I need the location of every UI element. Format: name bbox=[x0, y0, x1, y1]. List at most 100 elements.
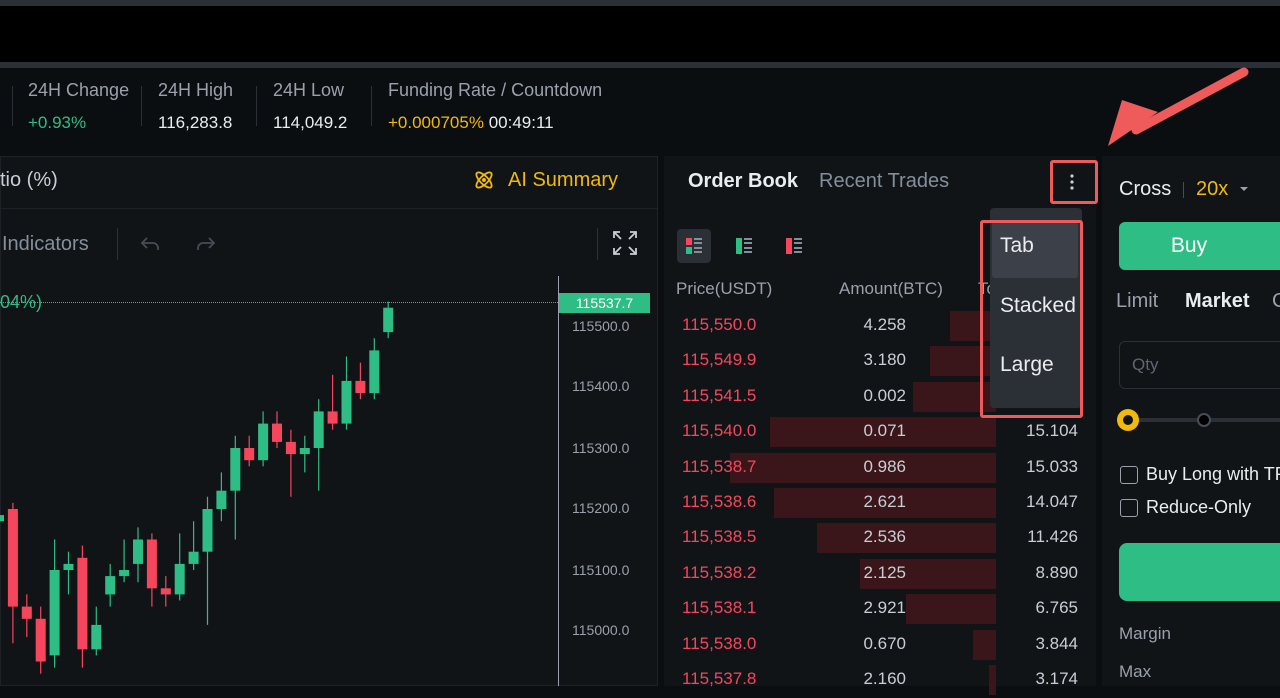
depth-bar bbox=[773, 488, 996, 518]
qty-slider-mark[interactable] bbox=[1197, 413, 1211, 427]
stat-24h-low: 24H Low 114,049.2 bbox=[273, 80, 347, 133]
layout-both-icon bbox=[686, 238, 702, 254]
indicators-button[interactable]: Indicators bbox=[2, 233, 89, 255]
qty-placeholder: Qty bbox=[1132, 355, 1159, 374]
tab-recent-trades[interactable]: Recent Trades bbox=[819, 170, 950, 192]
header-price: Price(USDT) bbox=[676, 279, 773, 298]
candle-body bbox=[49, 570, 60, 656]
row-price: 115,538.7 bbox=[682, 456, 757, 476]
y-tick: 115300.0 bbox=[572, 440, 630, 456]
order-type-market[interactable]: Market bbox=[1185, 290, 1250, 312]
depth-bar bbox=[816, 523, 996, 554]
depth-bar bbox=[972, 629, 996, 660]
more-vertical-icon[interactable] bbox=[1062, 170, 1082, 194]
row-price: 115,538.5 bbox=[682, 527, 757, 547]
order-book-row[interactable]: 115,549.9 3.180 bbox=[664, 344, 1096, 379]
annotation-arrow-icon bbox=[1108, 67, 1249, 146]
margin-divider bbox=[1183, 182, 1184, 198]
row-total: 11.426 bbox=[1027, 527, 1078, 547]
order-book-row[interactable]: 115,537.8 2.160 3.174 bbox=[664, 663, 1096, 698]
reduce-only-checkbox[interactable] bbox=[1120, 499, 1138, 517]
order-book-row[interactable]: 115,538.6 2.621 14.047 bbox=[664, 486, 1096, 521]
last-price-tag: 115537.7 bbox=[559, 293, 650, 313]
menu-item-stacked[interactable]: Stacked bbox=[1000, 294, 1076, 317]
candle-body bbox=[63, 563, 74, 570]
candle-body bbox=[327, 411, 338, 424]
order-type-limit[interactable]: Limit bbox=[1116, 290, 1159, 312]
candle-body bbox=[91, 624, 102, 650]
candle-body bbox=[105, 576, 116, 595]
annotation-highlight-menu bbox=[980, 220, 1083, 418]
layout-bids-icon[interactable] bbox=[727, 229, 761, 263]
tab-order-book[interactable]: Order Book bbox=[688, 170, 799, 192]
order-book-row[interactable]: 115,538.0 0.670 3.844 bbox=[664, 628, 1096, 663]
depth-bar bbox=[906, 594, 996, 625]
submit-buy-button[interactable] bbox=[1119, 543, 1280, 601]
candle-body bbox=[35, 618, 46, 662]
order-book-row[interactable]: 115,538.5 2.536 11.426 bbox=[664, 521, 1096, 556]
qty-slider-handle[interactable] bbox=[1117, 409, 1139, 431]
row-price: 115,538.1 bbox=[682, 598, 757, 618]
candle-body bbox=[0, 515, 4, 522]
funding-rate-value: +0.000705% bbox=[388, 113, 484, 132]
candle-body bbox=[244, 448, 255, 461]
margin-label: Margin bbox=[1119, 624, 1171, 643]
stat-value: 116,283.8 bbox=[158, 113, 233, 132]
chart-ratio-label: tio (%) bbox=[0, 169, 58, 191]
candle-body bbox=[258, 423, 269, 461]
stat-divider bbox=[12, 86, 13, 126]
row-total: 6.765 bbox=[1035, 598, 1078, 618]
layout-asks-icon[interactable] bbox=[777, 229, 811, 263]
ai-summary-button[interactable]: AI Summary bbox=[472, 168, 618, 192]
menu-item-tab[interactable]: Tab bbox=[992, 222, 1078, 278]
fullscreen-icon[interactable] bbox=[612, 230, 638, 256]
candle-body bbox=[133, 539, 143, 564]
row-amount: 2.160 bbox=[863, 669, 906, 688]
qty-input[interactable]: Qty bbox=[1119, 341, 1280, 389]
row-price: 115,538.2 bbox=[682, 562, 757, 582]
layout-both-button[interactable] bbox=[677, 229, 711, 263]
menu-item-large[interactable]: Large bbox=[1000, 353, 1054, 376]
order-type-conditional[interactable]: C bbox=[1272, 290, 1280, 312]
stat-value: +0.93% bbox=[28, 113, 87, 132]
stat-divider bbox=[371, 86, 372, 126]
margin-mode-selector[interactable]: Cross bbox=[1119, 178, 1172, 200]
chart-header-divider bbox=[0, 208, 658, 209]
order-book-row[interactable]: 115,538.7 0.986 15.033 bbox=[664, 451, 1096, 486]
candle-body bbox=[188, 551, 199, 564]
order-book-row[interactable]: 115,540.0 0.071 15.104 bbox=[664, 415, 1096, 450]
order-book-row[interactable]: 115,550.0 4.258 bbox=[664, 309, 1096, 344]
buy-button[interactable]: Buy bbox=[1119, 222, 1280, 270]
candle-body bbox=[355, 380, 366, 394]
order-book-row[interactable]: 115,538.2 2.125 8.890 bbox=[664, 557, 1096, 592]
y-tick: 115400.0 bbox=[572, 378, 630, 394]
row-price: 115,538.0 bbox=[682, 633, 757, 653]
depth-bar bbox=[929, 346, 996, 377]
undo-icon[interactable] bbox=[138, 232, 162, 256]
order-book-row[interactable]: 115,538.1 2.921 6.765 bbox=[664, 592, 1096, 627]
row-price: 115,550.0 bbox=[682, 315, 757, 334]
candlestick-chart[interactable] bbox=[0, 276, 560, 686]
candle-body bbox=[21, 606, 32, 619]
reduce-only-label: Reduce-Only bbox=[1146, 497, 1252, 517]
candle-body bbox=[202, 509, 213, 552]
stat-divider bbox=[256, 86, 257, 126]
stat-value: +0.000705% 00:49:11 bbox=[388, 113, 602, 133]
y-tick: 115100.0 bbox=[572, 562, 630, 578]
redo-icon[interactable] bbox=[194, 232, 218, 256]
row-price: 115,541.5 bbox=[682, 385, 757, 405]
row-total: 3.174 bbox=[1035, 669, 1078, 688]
buy-long-checkbox[interactable] bbox=[1120, 466, 1138, 484]
depth-bar bbox=[859, 558, 996, 589]
stat-24h-high: 24H High 116,283.8 bbox=[158, 80, 233, 133]
row-total: 14.047 bbox=[1026, 492, 1078, 511]
row-amount: 4.258 bbox=[863, 315, 906, 334]
caret-down-icon[interactable] bbox=[1238, 184, 1250, 194]
row-amount: 3.180 bbox=[863, 350, 906, 370]
candle-body bbox=[341, 380, 352, 424]
candle-body bbox=[160, 588, 171, 595]
row-amount: 0.002 bbox=[863, 385, 906, 405]
leverage-selector[interactable]: 20x bbox=[1196, 178, 1229, 200]
toolbar-divider bbox=[117, 228, 118, 260]
row-amount: 0.670 bbox=[863, 633, 906, 653]
